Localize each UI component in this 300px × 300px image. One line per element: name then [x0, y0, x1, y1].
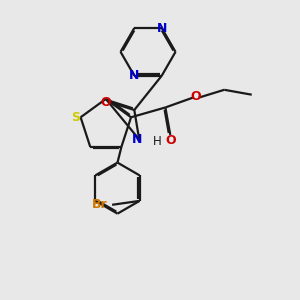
Text: O: O — [100, 96, 111, 109]
Text: N: N — [157, 22, 167, 34]
Text: N: N — [129, 69, 140, 82]
Text: O: O — [165, 134, 175, 147]
Text: O: O — [190, 90, 201, 103]
Text: S: S — [71, 111, 80, 124]
Text: H: H — [152, 135, 161, 148]
Text: Br: Br — [92, 198, 107, 211]
Text: N: N — [132, 133, 142, 146]
